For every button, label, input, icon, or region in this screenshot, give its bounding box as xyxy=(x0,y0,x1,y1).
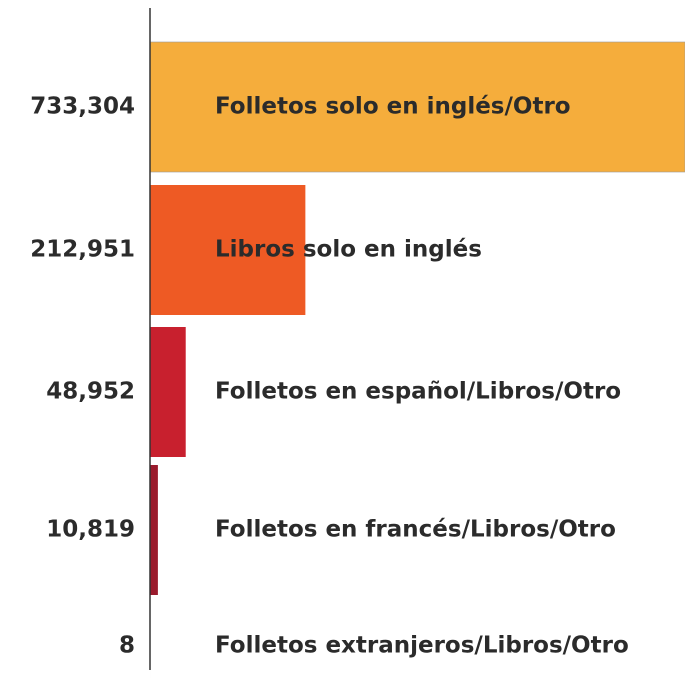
category-label: Libros solo en inglés xyxy=(215,237,482,263)
value-label: 8 xyxy=(119,633,135,659)
category-label: Folletos en francés/Libros/Otro xyxy=(215,517,616,543)
value-label: 733,304 xyxy=(30,94,135,120)
value-label: 48,952 xyxy=(46,379,135,405)
bar xyxy=(150,327,186,457)
value-label: 212,951 xyxy=(30,237,135,263)
category-label: Folletos solo en inglés/Otro xyxy=(215,94,571,120)
bar xyxy=(149,41,685,173)
category-label: Folletos extranjeros/Libros/Otro xyxy=(215,633,629,659)
value-label: 10,819 xyxy=(46,517,135,543)
category-label: Folletos en español/Libros/Otro xyxy=(215,379,621,405)
bar xyxy=(150,185,306,315)
bar xyxy=(150,465,158,595)
